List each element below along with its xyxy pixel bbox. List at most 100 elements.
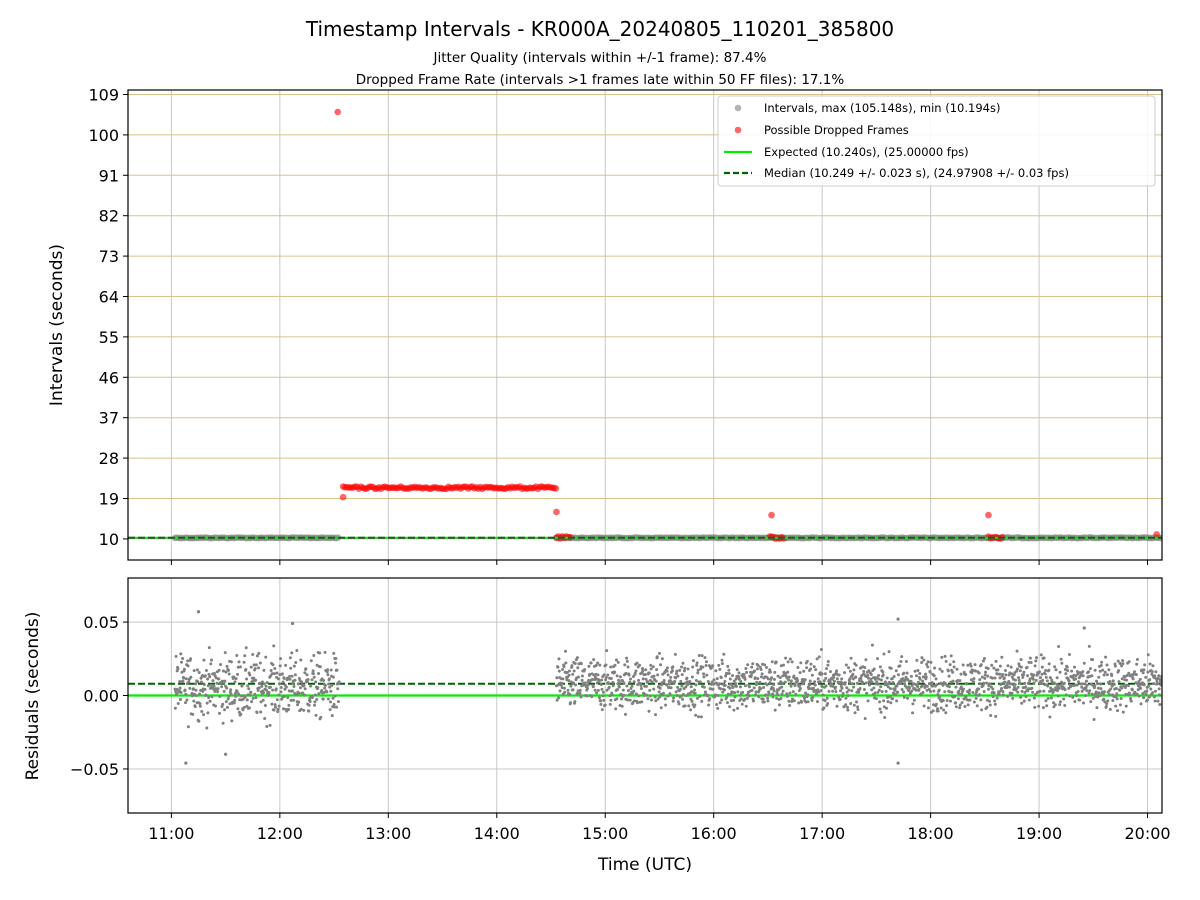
residual-point [295,648,299,652]
residual-point [1009,665,1013,669]
residual-point [716,694,720,698]
residual-point [717,682,721,686]
residual-point [320,688,324,692]
residual-point [615,697,619,701]
residual-point [984,670,988,674]
residual-point [557,669,561,673]
residual-point [182,667,186,671]
residual-point [260,684,264,688]
residual-point [707,703,711,707]
residual-point [257,651,261,655]
residual-point [955,667,959,671]
residual-point [639,684,643,688]
residual-point [668,692,672,696]
residual-point [252,676,256,680]
residual-point [583,668,587,672]
residual-point [766,677,770,681]
residual-point [292,664,296,668]
residual-point [873,691,877,695]
residual-point [632,689,636,693]
residual-point [807,687,811,691]
residual-point [709,682,713,686]
residual-point [719,676,723,680]
residual-point [920,661,924,665]
residual-point [1021,675,1025,679]
residual-point [804,691,808,695]
residual-point [330,714,334,718]
residual-point [852,703,856,707]
residual-point [789,684,793,688]
residual-point [274,687,278,691]
residual-point [560,681,564,685]
residual-point [264,684,268,688]
residual-point [1043,672,1047,676]
residual-point [689,685,693,689]
residual-point [647,709,651,713]
intervals-y-tick-label: 28 [99,449,119,468]
residual-point [1114,704,1118,708]
residual-point [879,710,883,714]
residual-point [175,687,179,691]
residual-point [569,701,573,705]
x-tick-label: 14:00 [474,824,520,843]
residual-point [846,694,850,698]
residual-point [291,681,295,685]
residual-point [739,680,743,684]
residual-point [920,656,924,660]
residual-point [262,691,266,695]
residual-point [206,711,210,715]
residual-point [1124,704,1128,708]
residual-point [899,659,903,663]
residual-point [660,657,664,661]
residual-point [205,701,209,705]
residual-point [329,668,333,672]
residual-point [977,687,981,691]
residual-point [636,678,640,682]
residual-point [856,708,860,712]
residual-point [1120,677,1124,681]
residual-point [979,663,983,667]
residual-point [855,681,859,685]
residual-point [770,660,774,664]
residual-point [618,675,622,679]
residual-point [934,702,938,706]
residual-point [1147,695,1151,699]
residual-point [762,685,766,689]
residual-point [772,677,776,681]
residual-point [1049,696,1053,700]
residual-point [571,681,575,685]
residual-point [617,678,621,682]
residual-point [289,666,293,670]
residual-point [734,682,738,686]
residual-point [1074,677,1078,681]
residual-point [967,691,971,695]
residual-point [683,666,687,670]
residual-point [261,698,265,702]
residual-point [618,681,622,685]
residual-point [754,690,758,694]
residual-point [1038,689,1042,693]
residual-point [289,698,293,702]
chart-title: Timestamp Intervals - KR000A_20240805_11… [305,17,894,41]
residual-point [1001,672,1005,676]
residual-point [332,651,336,655]
residual-point [325,690,329,694]
residual-point [922,658,926,662]
residual-point [332,702,336,706]
residual-point [245,704,249,708]
residual-point [319,715,323,719]
residual-point [872,686,876,690]
residual-point [207,695,211,699]
residual-point [778,676,782,680]
residual-point [246,684,250,688]
residual-point [669,675,673,679]
residual-point [882,705,886,709]
residual-point [805,659,809,663]
residual-point [297,691,301,695]
residual-point [972,680,976,684]
residual-point [922,704,926,708]
residual-point [1156,682,1160,686]
residual-point [982,681,986,685]
residual-point [270,672,274,676]
residual-point [694,713,698,717]
